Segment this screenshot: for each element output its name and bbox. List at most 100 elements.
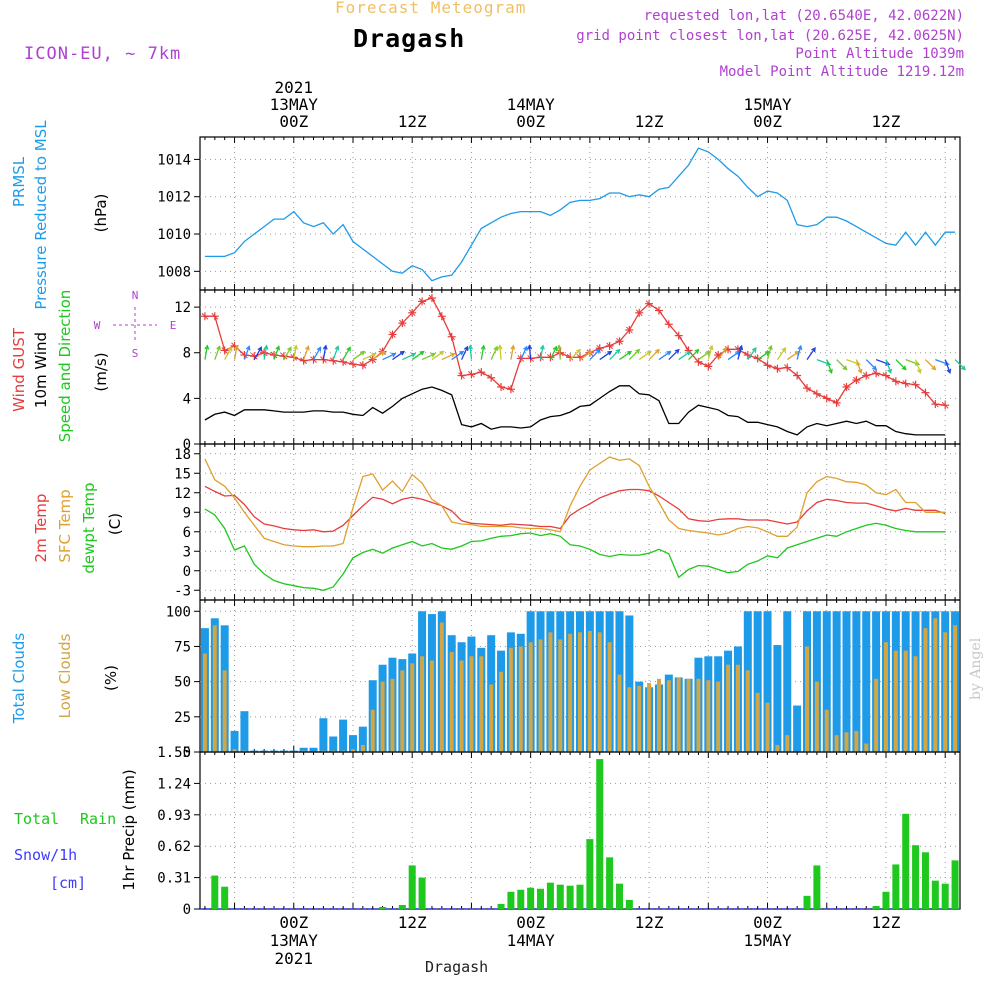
gust-marker-d	[448, 333, 456, 341]
rain-bar	[537, 888, 545, 909]
top-time-label: 13MAY	[270, 95, 319, 114]
gust-marker	[783, 363, 792, 372]
low-cloud-bar	[755, 692, 760, 752]
precip-label-rain: Rain	[80, 810, 116, 828]
gust-marker-d	[645, 300, 653, 308]
wind-direction-arrow	[944, 359, 952, 375]
wind-direction-arrow	[556, 344, 562, 360]
rain-bar	[497, 903, 505, 909]
wind-arrow-shaft	[421, 353, 436, 361]
wind-arrow-shaft	[766, 345, 772, 360]
wind-direction-arrow	[924, 359, 937, 371]
wind-arrow-head	[674, 348, 680, 354]
wind-direction-arrow	[303, 345, 310, 360]
gust-marker-d	[685, 347, 692, 354]
wind-arrow-shaft	[283, 347, 292, 360]
wind-arrow-head	[857, 368, 863, 375]
wind-direction-arrow	[539, 344, 545, 360]
wind-direction-arrow	[836, 359, 848, 371]
wind-direction-arrow	[628, 348, 641, 361]
wind-direction-arrow	[411, 350, 425, 361]
wind-label-speed-direction: Speed and Direction	[56, 290, 74, 443]
top-time-label: 15MAY	[743, 95, 792, 114]
rain-bar	[379, 906, 387, 909]
gust-marker-d	[655, 307, 663, 314]
total-cloud-bar	[773, 645, 782, 752]
gust-marker-d	[793, 372, 801, 379]
wind-direction-arrow	[569, 348, 581, 361]
wind-arrow-shaft	[599, 351, 612, 361]
wind-arrow-shaft	[698, 351, 711, 361]
wind-direction-arrow	[648, 348, 660, 361]
temperature-ytick-label: 18	[174, 447, 191, 463]
wind-arrow-shaft	[539, 345, 544, 360]
total-cloud-bar	[862, 611, 871, 752]
gust-marker-d	[408, 309, 416, 317]
wind-arrow-head	[245, 345, 251, 351]
gust-marker	[763, 361, 772, 370]
total-cloud-bar	[842, 611, 851, 752]
gust-marker	[220, 346, 229, 355]
gust-marker-d	[389, 331, 396, 338]
wind-arrow-head	[916, 368, 922, 375]
wind-arrow-head	[459, 350, 465, 356]
gust-marker	[941, 401, 950, 410]
wind-direction-arrow	[638, 350, 652, 361]
wind-arrow-shaft	[776, 347, 786, 360]
precip-ytick-label: 0	[183, 902, 191, 918]
precip-ylabel: 1hr Precip (mm)	[120, 769, 138, 890]
wind-arrow-shaft	[451, 351, 464, 361]
wind-arrow-head	[946, 368, 952, 375]
wind-arrow-head	[497, 344, 503, 350]
low-cloud-bar	[637, 685, 642, 752]
gust-marker	[635, 308, 644, 317]
low-cloud-bar	[439, 622, 444, 752]
total-cloud-bar	[250, 750, 259, 752]
gust-marker-d	[912, 381, 919, 389]
pressure-ytick-label: 1012	[157, 190, 191, 206]
wind-arrow-head	[615, 348, 621, 354]
rain-bar	[586, 839, 594, 909]
precip-label-total: Total	[14, 810, 59, 828]
gust-marker-d	[724, 345, 732, 353]
compass-w: W	[94, 319, 101, 332]
total-cloud-bar	[852, 611, 861, 752]
low-cloud-bar	[617, 674, 622, 752]
gust-marker-d	[902, 380, 910, 387]
gust-marker-d	[704, 363, 712, 370]
rain-bar	[951, 860, 959, 909]
wind-arrow-shaft	[648, 349, 660, 361]
low-cloud-bar	[726, 664, 731, 752]
wind-arrow-head	[767, 344, 773, 351]
wind-arrow-head	[275, 345, 281, 351]
rain-bar	[566, 885, 574, 909]
low-cloud-bar	[360, 744, 365, 752]
wind-ytick-label: 4	[183, 391, 191, 407]
gust-marker-d	[823, 395, 831, 402]
panel-wind: 0 4 8 12 N S W E	[94, 289, 966, 453]
temperature-ytick-label: 6	[183, 525, 191, 541]
rain-bar	[941, 883, 949, 909]
low-cloud-bar	[499, 671, 504, 752]
wind-arrow-shaft	[322, 345, 327, 360]
gust-marker	[822, 394, 831, 403]
temperature-series-dewpt-temp	[204, 508, 946, 591]
gust-marker-d	[221, 347, 229, 354]
low-cloud-bar	[350, 749, 355, 752]
wind-direction-arrow	[283, 346, 292, 360]
wind-label-gust: Wind GUST	[10, 327, 28, 412]
wind-arrow-shaft	[678, 351, 691, 361]
wind-direction-arrow	[392, 350, 406, 361]
wind-ytick-label: 8	[183, 346, 191, 362]
wind-direction-arrow	[520, 345, 528, 360]
wind-direction-arrow	[737, 344, 744, 360]
model-label: ICON-EU, ~ 7km	[24, 44, 182, 64]
wind-arrow-shaft	[273, 346, 280, 360]
wind-direction-arrow	[441, 352, 456, 361]
wind-arrow-head	[607, 350, 613, 356]
top-time-label: 2021	[275, 78, 314, 97]
wind-arrow-head	[399, 350, 406, 356]
wind-direction-arrow	[421, 352, 436, 361]
wind-arrow-head	[287, 346, 292, 352]
